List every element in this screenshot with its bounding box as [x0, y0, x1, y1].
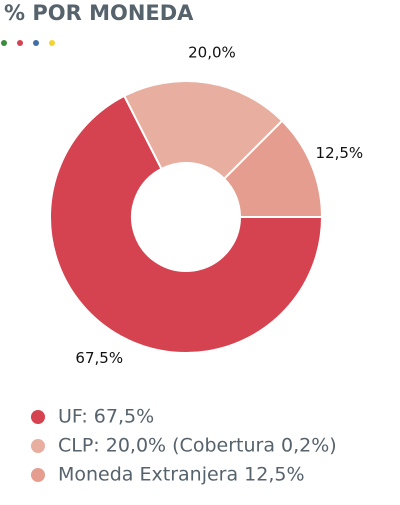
legend-label: UF: 67,5%: [58, 406, 154, 428]
legend-label: CLP: 20,0% (Cobertura 0,2%): [58, 435, 337, 457]
legend-marker: [31, 439, 45, 453]
legend-marker: [31, 468, 45, 482]
value-label: 67,5%: [75, 349, 123, 367]
decor-dot: [1, 40, 7, 46]
donut-slice: [49, 94, 324, 354]
decor-dot: [33, 40, 39, 46]
donut-slice: [122, 80, 284, 181]
donut-slice: [222, 119, 324, 218]
chart-title: % POR MONEDA: [4, 1, 194, 25]
decor-dot: [49, 40, 55, 46]
value-label: 20,0%: [188, 44, 236, 62]
legend-marker: [31, 410, 45, 424]
value-label: 12,5%: [316, 144, 364, 162]
decor-dot: [17, 40, 23, 46]
legend-label: Moneda Extranjera 12,5%: [58, 464, 305, 486]
